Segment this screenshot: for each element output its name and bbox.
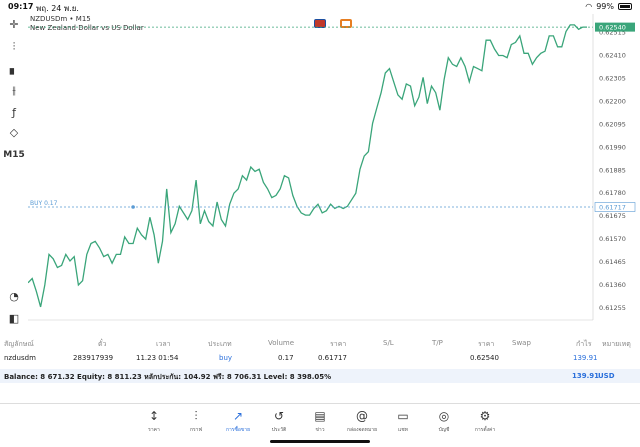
gear-icon: ⚙	[479, 409, 491, 423]
col-price: ราคา	[330, 340, 347, 348]
price-series-line	[28, 24, 587, 308]
nav-mailbox-label: กล่องจดหมาย	[346, 427, 378, 433]
symbol-description: New Zealand Dollar vs US Dollar	[30, 24, 144, 32]
balance-currency: USD	[598, 372, 615, 380]
status-right: ◠ 99%	[585, 2, 632, 11]
col-current-price: ราคา	[478, 340, 495, 348]
col-type: ประเภท	[208, 340, 232, 348]
nav-settings[interactable]: ⚙ การตั้งค่า	[467, 408, 503, 434]
nav-charts[interactable]: ⫶ กราฟ	[178, 408, 214, 434]
nav-trade-label: การซื้อขาย	[225, 427, 251, 433]
nav-account[interactable]: ◎ บัญชี	[426, 408, 462, 434]
price-axis-label: 0.61570	[599, 235, 626, 243]
nav-trade[interactable]: ↗ การซื้อขาย	[220, 408, 256, 434]
balance-bar: Balance: 8 671.32 Equity: 8 811.23 หลักป…	[0, 369, 640, 383]
price-axis-label: 0.62200	[599, 97, 626, 105]
chart-toolbar: ✛ ⫶ ▖ ⫲ ƒ ◇ M15 ◔ ◧	[0, 14, 28, 326]
balance-summary: Balance: 8 671.32 Equity: 8 811.23 หลักป…	[4, 373, 332, 381]
nav-chat-label: แชท	[398, 427, 408, 433]
entry-marker	[131, 205, 135, 209]
status-bar: 09:17 พฤ. 24 พ.ย. ◠ 99%	[0, 0, 640, 14]
price-axis-label: 0.61675	[599, 212, 626, 220]
row-profit: 139.91	[573, 354, 598, 362]
chat-icon: ▭	[397, 409, 409, 423]
price-axis-label: 0.62095	[599, 120, 626, 128]
row-symbol: nzdusdm	[4, 354, 36, 362]
nav-charts-label: กราฟ	[189, 427, 203, 433]
timeframe-button[interactable]: M15	[3, 150, 25, 160]
col-profit: กำไร	[576, 340, 592, 348]
quotes-icon: ↕	[148, 409, 160, 423]
nav-news-label: ข่าว	[315, 427, 325, 433]
objects-icon[interactable]: ◇	[9, 126, 19, 139]
bars-icon[interactable]: ▖	[9, 62, 19, 75]
row-type: buy	[219, 354, 233, 362]
nav-quotes-label: ราคา	[148, 427, 160, 433]
row-volume: 0.17	[278, 354, 294, 362]
nav-account-label: บัญชี	[438, 427, 450, 433]
col-comment: หมายเหตุ	[602, 340, 631, 348]
col-swap: Swap	[512, 339, 531, 347]
nav-news[interactable]: ▤ ข่าว	[302, 408, 338, 434]
col-tp: T/P	[432, 339, 443, 347]
col-symbol: สัญลักษณ์	[4, 340, 34, 348]
bottom-nav: ↕ ราคา ⫶ กราฟ ↗ การซื้อขาย ↺ ประวัติ ▤ ข…	[0, 403, 640, 447]
price-axis-label: 0.61780	[599, 189, 626, 197]
account-icon: ◎	[438, 409, 450, 423]
status-date: พฤ. 24 พ.ย.	[36, 4, 79, 13]
chart-icon: ⫶	[194, 409, 198, 423]
nav-quotes[interactable]: ↕ ราคา	[136, 408, 172, 434]
nav-history[interactable]: ↺ ประวัติ	[261, 408, 297, 434]
current-price-badge	[595, 22, 635, 32]
symbol-title: NZDUSDm • M15	[30, 15, 91, 23]
col-sl: S/L	[383, 339, 394, 347]
price-axis-label: 0.62410	[599, 52, 626, 60]
price-axis-label: 0.61360	[599, 281, 626, 289]
nav-mailbox[interactable]: @ กล่องจดหมาย	[344, 408, 380, 434]
home-indicator	[270, 440, 370, 443]
news-icon: ▤	[314, 409, 326, 423]
col-ticket: ตั๋ว	[98, 340, 107, 348]
price-axis-label: 0.62515	[599, 29, 626, 37]
status-time: 09:17	[8, 2, 34, 11]
price-axis-label: 0.62305	[599, 74, 626, 82]
balance-profit: 139.91	[572, 372, 600, 380]
buy-position-label: BUY 0.17	[30, 200, 58, 207]
nav-settings-label: การตั้งค่า	[474, 427, 496, 433]
row-current-price: 0.62540	[470, 354, 499, 362]
col-time: เวลา	[156, 340, 171, 348]
table-header: สัญลักษณ์ ตั๋ว เวลา ประเภท Volume ราคา S…	[0, 336, 640, 350]
indicators-icon[interactable]: ƒ	[12, 106, 16, 119]
nav-chat[interactable]: ▭ แชท	[385, 408, 421, 434]
candles-icon[interactable]: ⫶	[12, 40, 16, 53]
wifi-icon: ◠	[585, 2, 593, 11]
battery-icon	[618, 3, 632, 10]
history-icon: ↺	[273, 409, 285, 423]
current-price-text: 0.62540	[599, 23, 626, 31]
table-row[interactable]: nzdusdm 283917939 11.23 01:54 buy 0.17 0…	[0, 351, 640, 365]
row-ticket: 283917939	[73, 354, 114, 362]
buy-price-text: 0.61717	[599, 203, 626, 211]
row-price: 0.61717	[318, 354, 347, 362]
buy-price-badge	[594, 202, 636, 212]
crosshair-icon[interactable]: ✛	[9, 18, 19, 31]
price-axis-label: 0.61990	[599, 143, 626, 151]
price-chart[interactable]: 0.62515 0.62410 0.62305 0.62200 0.62095 0.619…	[28, 14, 640, 326]
row-time: 11.23 01:54	[136, 354, 179, 362]
trade-app-icon[interactable]: ◧	[8, 312, 20, 325]
signal-icon[interactable]: ◔	[9, 290, 19, 303]
battery-percent: 99%	[596, 2, 614, 11]
one-click-trading-icon[interactable]	[314, 19, 326, 28]
price-axis-label: 0.61465	[599, 258, 626, 266]
nav-history-label: ประวัติ	[271, 427, 287, 433]
trade-icon: ↗	[232, 409, 244, 423]
col-volume: Volume	[268, 339, 295, 347]
settings-sliders-icon[interactable]: ⫲	[12, 84, 16, 97]
price-axis-label: 0.61885	[599, 166, 626, 174]
price-axis-label: 0.61255	[599, 304, 626, 312]
mail-icon: @	[356, 409, 368, 423]
